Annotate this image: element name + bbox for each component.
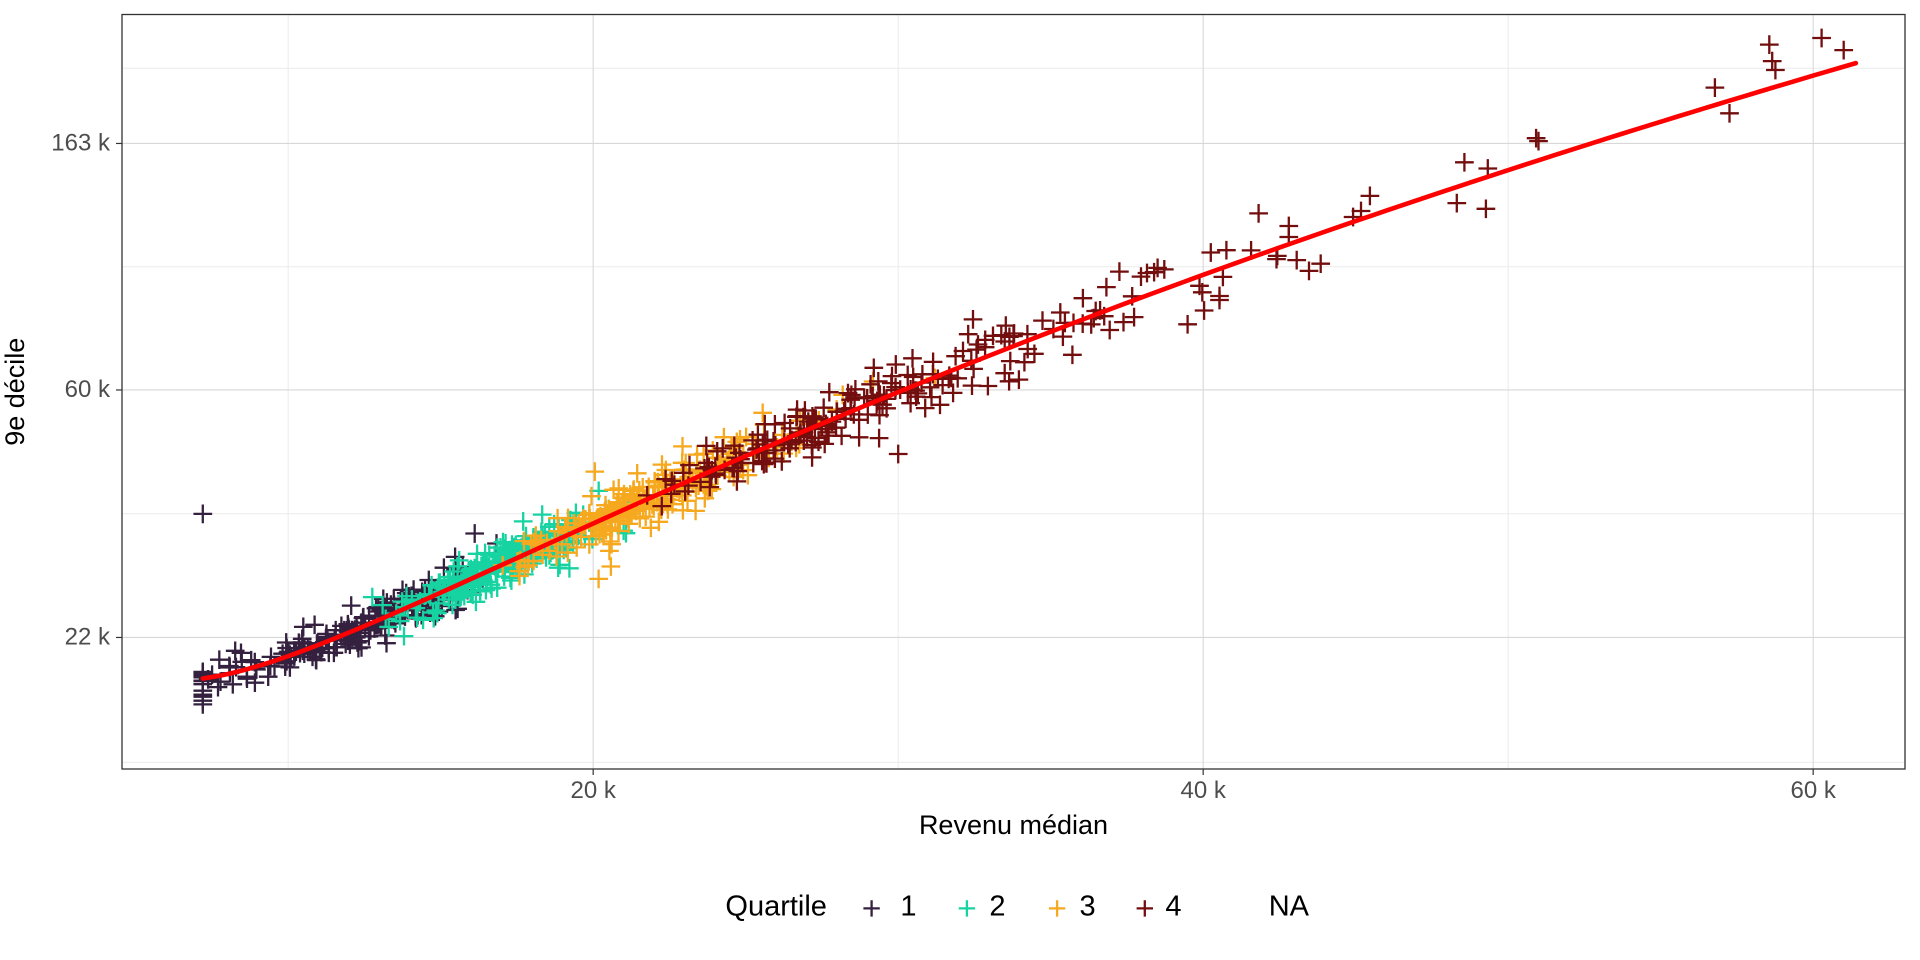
svg-text:22 k: 22 k	[65, 623, 111, 650]
svg-text:4: 4	[1165, 890, 1181, 922]
svg-text:163 k: 163 k	[51, 129, 111, 156]
svg-text:NA: NA	[1269, 890, 1310, 922]
svg-text:3: 3	[1080, 890, 1096, 922]
svg-text:9e décile: 9e décile	[0, 338, 30, 446]
svg-text:Quartile: Quartile	[725, 890, 827, 922]
svg-text:40 k: 40 k	[1180, 777, 1226, 804]
svg-text:1: 1	[900, 890, 916, 922]
svg-text:60 k: 60 k	[1790, 777, 1836, 804]
svg-text:20 k: 20 k	[570, 777, 616, 804]
svg-text:2: 2	[989, 890, 1005, 922]
svg-text:Revenu médian: Revenu médian	[919, 810, 1108, 840]
svg-text:60 k: 60 k	[65, 376, 111, 403]
